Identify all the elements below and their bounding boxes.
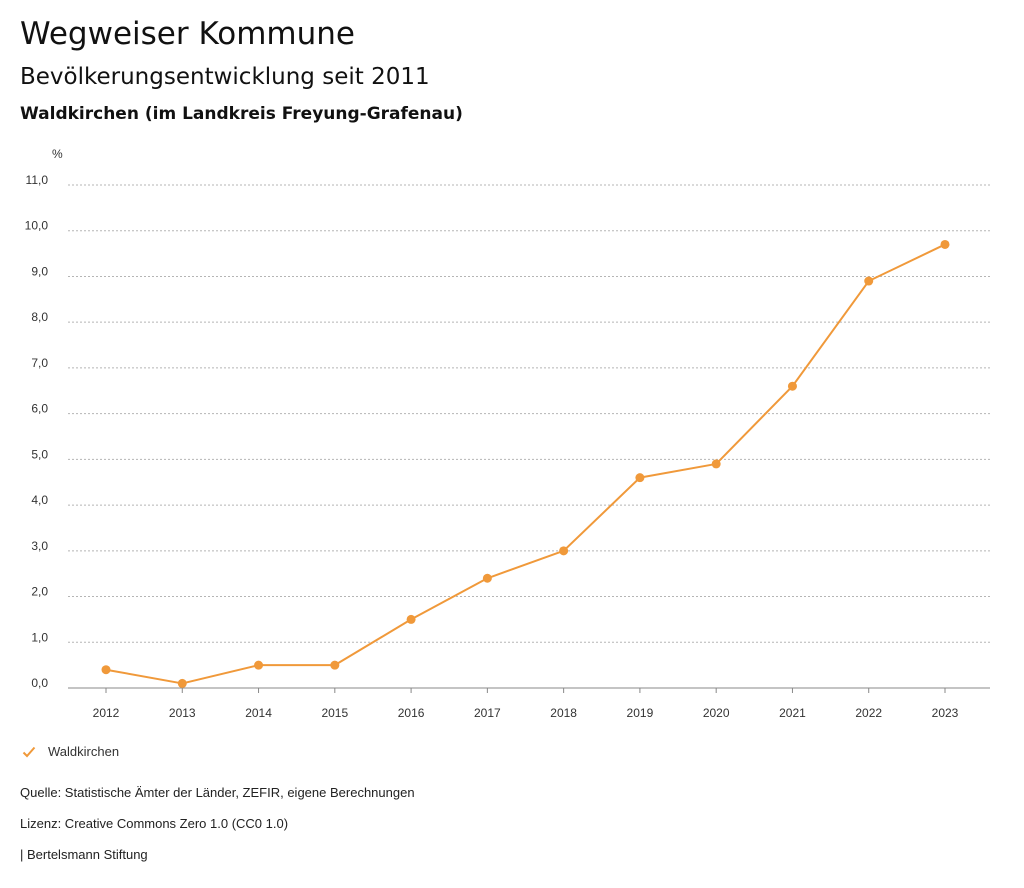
y-axis-unit-label: %: [52, 147, 63, 161]
y-tick-label: 7,0: [31, 356, 48, 370]
line-chart: %0,01,02,03,04,05,06,07,08,09,010,011,0 …: [25, 147, 990, 720]
data-point[interactable]: [330, 660, 340, 670]
series-waldkirchen: [101, 239, 950, 688]
region-label: Waldkirchen (im Landkreis Freyung-Grafen…: [20, 104, 463, 124]
y-tick-label: 4,0: [31, 493, 48, 507]
y-tick-label: 3,0: [31, 539, 48, 553]
x-tick-label: 2014: [245, 706, 272, 720]
x-tick-label: 2018: [550, 706, 577, 720]
license-note: Lizenz: Creative Commons Zero 1.0 (CC0 1…: [20, 816, 289, 831]
chart-subtitle: Bevölkerungsentwicklung seit 2011: [20, 64, 430, 90]
data-point[interactable]: [101, 665, 111, 675]
check-icon: [22, 746, 36, 757]
data-point[interactable]: [635, 473, 645, 483]
data-point[interactable]: [406, 614, 416, 624]
legend-item-waldkirchen[interactable]: Waldkirchen: [22, 744, 119, 759]
x-tick-label: 2016: [398, 706, 425, 720]
y-tick-label: 1,0: [31, 630, 48, 644]
publisher-note: | Bertelsmann Stiftung: [20, 847, 148, 862]
y-tick-label: 9,0: [31, 264, 48, 278]
data-point[interactable]: [711, 459, 721, 469]
x-tick-label: 2020: [703, 706, 730, 720]
source-note: Quelle: Statistische Ämter der Länder, Z…: [20, 785, 415, 800]
page-title: Wegweiser Kommune: [20, 16, 355, 52]
x-tick-label: 2013: [169, 706, 196, 720]
y-tick-label: 10,0: [25, 219, 49, 233]
x-tick-label: 2012: [93, 706, 120, 720]
y-axis: % 0,0 1,0 2,0 3,0 4,0 5,0 6,0 7,0 8,0 9,0 10,0 11,0: [25, 147, 63, 690]
grid-lines: [68, 184, 990, 689]
y-tick-label: 11,0: [26, 173, 49, 187]
y-tick-label: 5,0: [31, 447, 48, 461]
data-point[interactable]: [940, 239, 950, 249]
y-tick-label: 2,0: [31, 585, 48, 599]
legend-label: Waldkirchen: [48, 744, 120, 759]
x-tick-label: 2017: [474, 706, 501, 720]
y-tick-label: 8,0: [31, 310, 48, 324]
x-tick-label: 2023: [932, 706, 959, 720]
data-point[interactable]: [787, 381, 797, 391]
x-tick-label: 2022: [855, 706, 882, 720]
y-tick-label: 0,0: [31, 676, 48, 690]
x-tick-label: 2021: [779, 706, 806, 720]
x-axis: 2012 2013 2014 2015 2016 2017 2018 2019 2020 2021…: [93, 688, 959, 720]
data-point[interactable]: [177, 678, 187, 688]
x-tick-label: 2015: [321, 706, 348, 720]
data-point[interactable]: [482, 573, 492, 583]
data-point[interactable]: [254, 660, 264, 670]
x-tick-label: 2019: [627, 706, 654, 720]
y-tick-label: 6,0: [31, 402, 48, 416]
data-point[interactable]: [559, 546, 569, 556]
series-line: [105, 243, 946, 685]
data-point[interactable]: [864, 276, 874, 286]
